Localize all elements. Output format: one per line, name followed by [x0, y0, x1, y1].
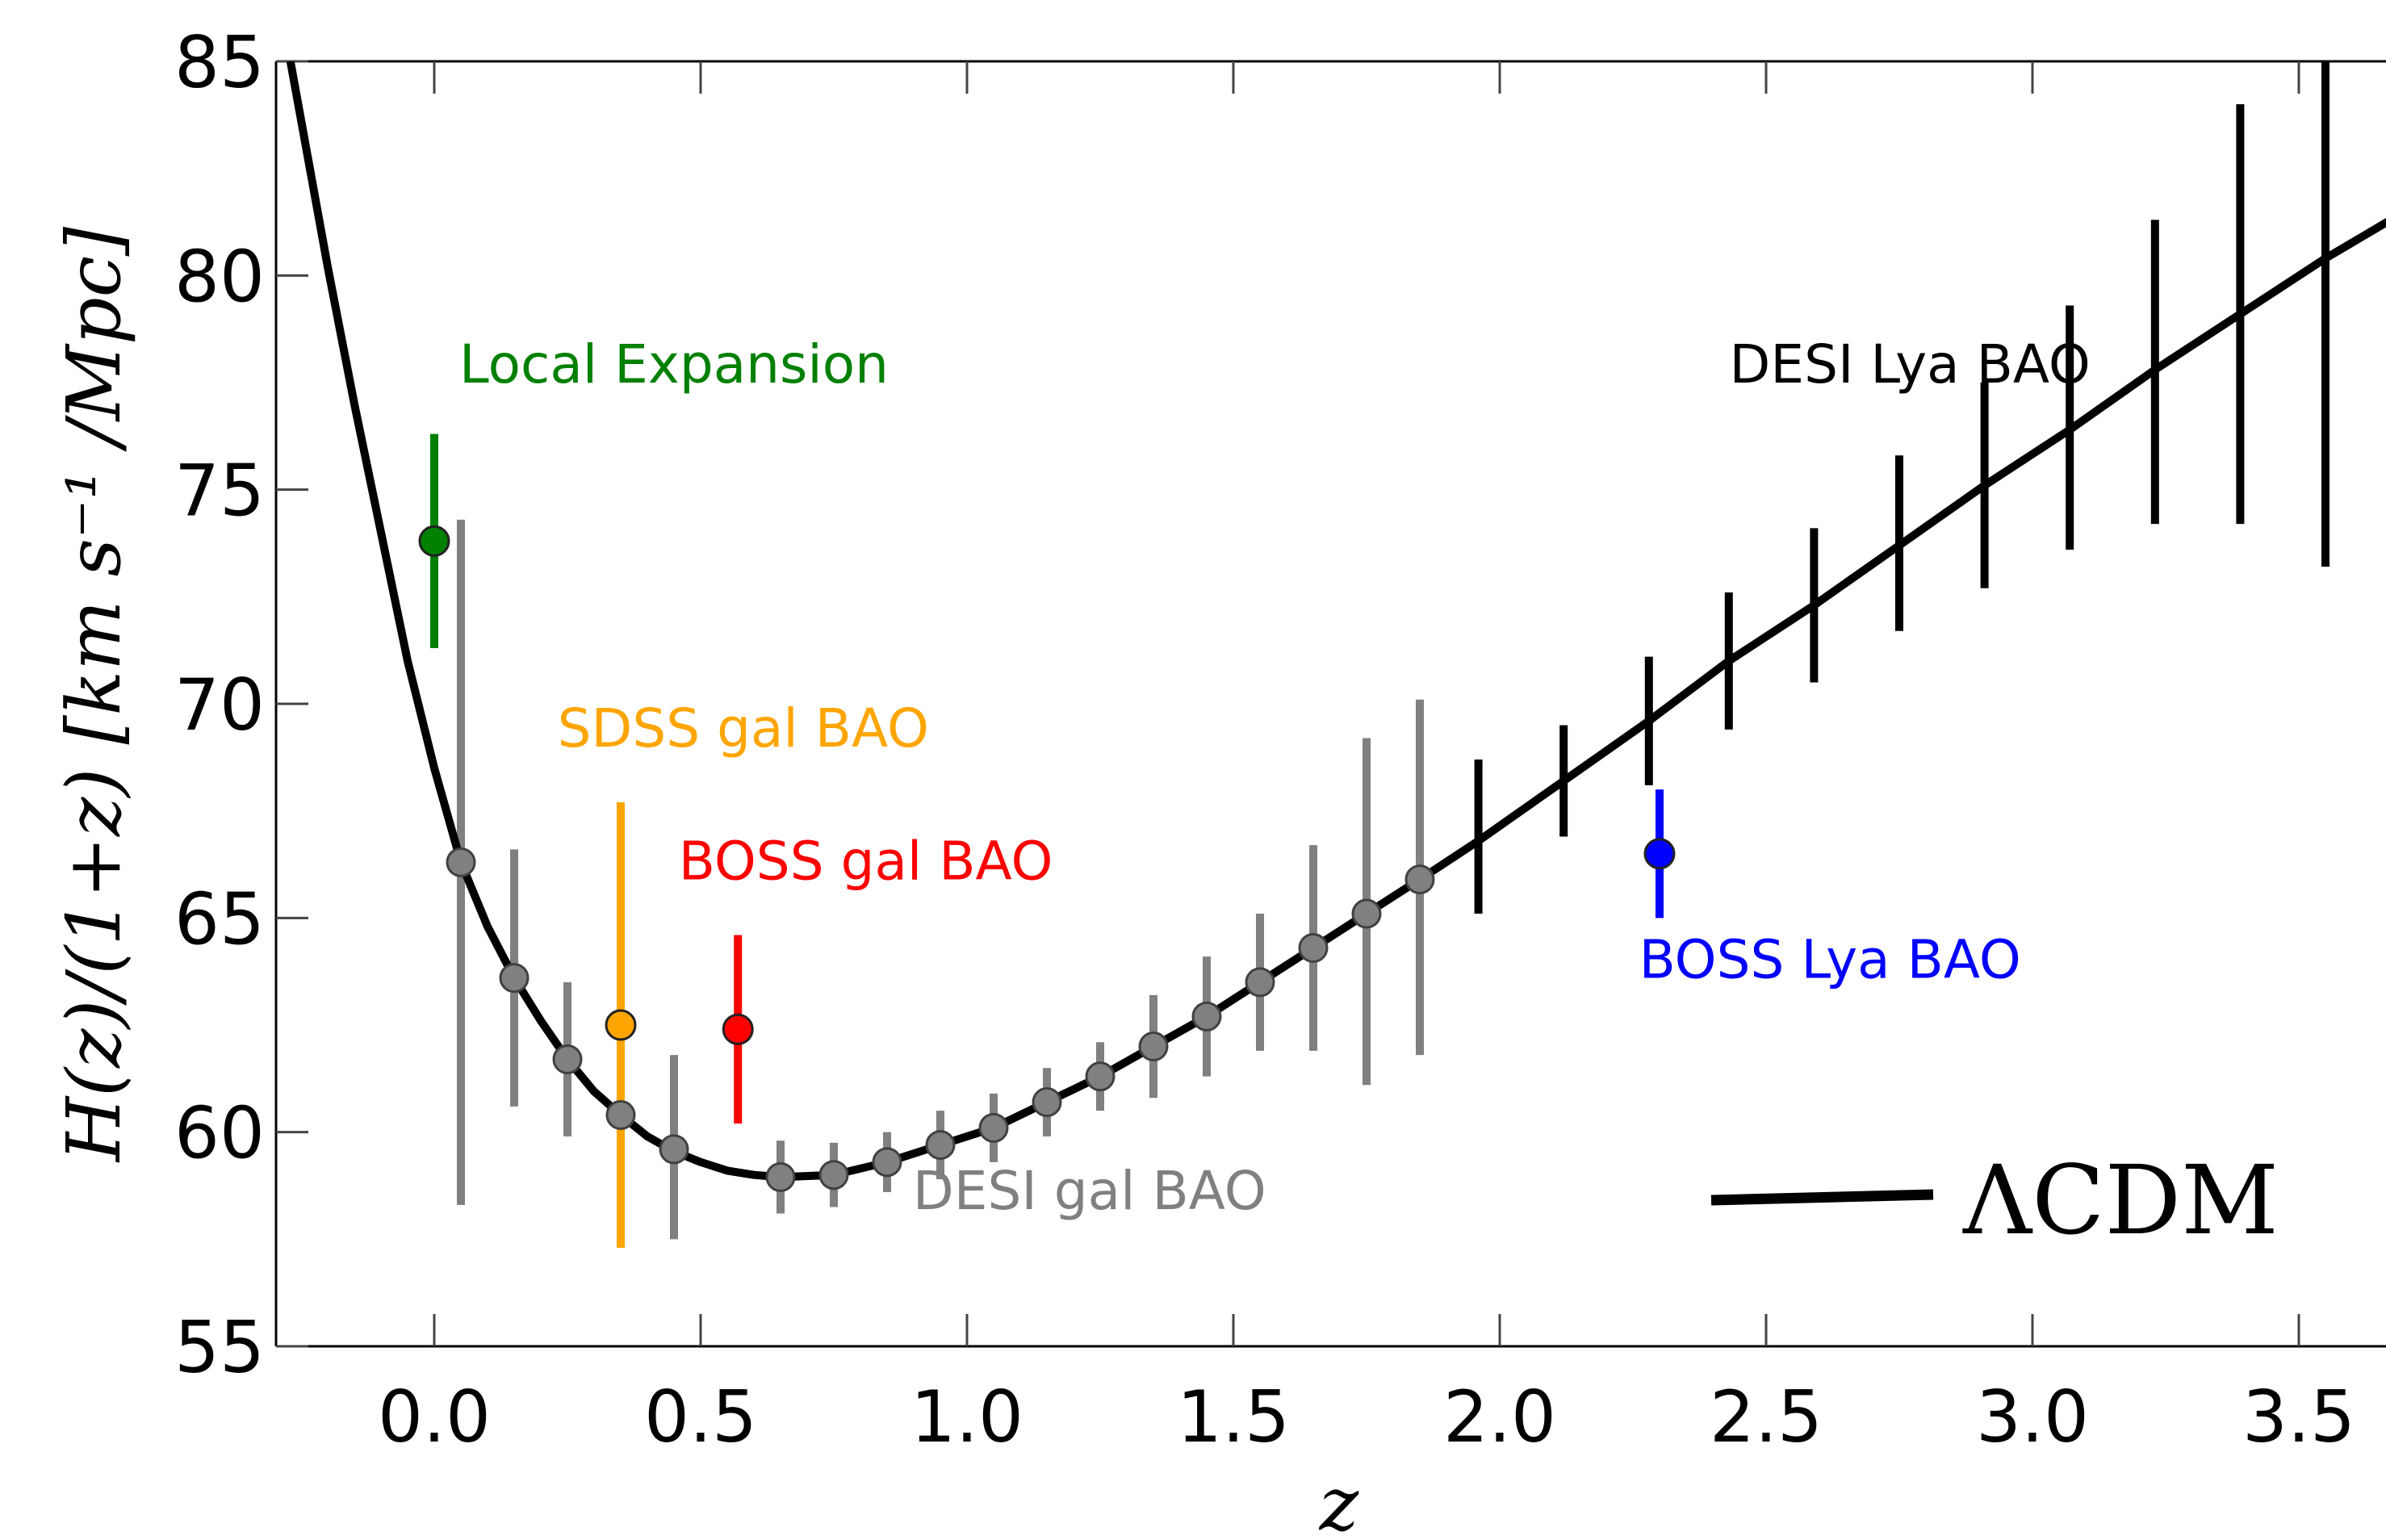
y-tick-label: 85 [174, 21, 265, 104]
x-axis-ticks: 0.0 0.5 1.0 1.5 2.0 2.5 3.0 3.5 [378, 61, 2355, 1458]
desi-gal-bao-point [1032, 1087, 1062, 1118]
x-tick-label: 0.5 [644, 1375, 757, 1458]
legend: ΛCDM [1710, 1145, 2279, 1256]
annotation-boss-gal-bao: BOSS gal BAO [679, 831, 1053, 893]
desi-gal-bao-point [1138, 1032, 1169, 1062]
desi-gal-bao-point [1191, 1001, 1222, 1032]
error-bars [430, 61, 2329, 1248]
desi-gal-bao-point [446, 847, 476, 877]
x-tick-label: 1.5 [1177, 1375, 1290, 1458]
x-axis-label: z [1319, 1461, 1359, 1540]
y-axis-label: H(z)/(1+z) [km s⁻¹ /Mpc] [51, 227, 137, 1163]
x-tick-label: 0.0 [378, 1375, 491, 1458]
desi-gal-bao-point [872, 1147, 902, 1178]
x-tick-label: 2.0 [1443, 1375, 1556, 1458]
legend-line [1710, 1189, 1934, 1206]
desi-gal-bao-point [552, 1044, 583, 1074]
annotation-local-expansion: Local Expansion [459, 333, 889, 395]
desi-gal-bao-point [1298, 932, 1329, 963]
boss-gal-bao-point [722, 1013, 754, 1045]
desi-gal-bao-point [765, 1161, 796, 1192]
lcdm-curve-layer [286, 61, 2386, 1182]
y-tick-label: 65 [174, 877, 265, 960]
local-expansion-point [418, 525, 450, 557]
desi-gal-bao-point [818, 1160, 849, 1191]
x-tick-label: 3.5 [2242, 1375, 2355, 1458]
desi-gal-bao-point [925, 1130, 956, 1161]
annotation-boss-lya-bao: BOSS Lya BAO [1639, 929, 2021, 991]
x-tick-label: 2.5 [1710, 1375, 1823, 1458]
y-tick-label: 70 [174, 663, 265, 747]
y-tick-label: 80 [174, 235, 265, 318]
desi-gal-bao-point [1245, 967, 1275, 998]
annotation-sdss-gal-bao: SDSS gal BAO [558, 697, 929, 760]
y-axis-ticks: 55 60 65 70 75 80 85 [174, 21, 308, 1389]
y-tick-label: 75 [174, 450, 265, 533]
x-tick-label: 1.0 [910, 1375, 1023, 1458]
lcdm-curve [286, 61, 2386, 1182]
desi-gal-bao-point [499, 963, 530, 994]
annotation-desi-gal-bao: DESI gal BAO [913, 1160, 1266, 1222]
annotation-desi-lya-bao: DESI Lya BAO [1730, 333, 2091, 395]
x-tick-label: 3.0 [1976, 1375, 2089, 1458]
desi-gal-bao-point [1085, 1061, 1116, 1092]
annotations: Local Expansion SDSS gal BAO BOSS gal BAO D… [459, 333, 2091, 1222]
desi-gal-bao-point [978, 1112, 1009, 1143]
boss-lya-bao-point [1643, 838, 1676, 870]
desi-gal-bao-point [605, 1099, 636, 1130]
data-markers [418, 525, 1676, 1192]
y-tick-label: 55 [174, 1306, 265, 1389]
desi-gal-bao-point [1404, 864, 1435, 895]
desi-gal-bao-point [1351, 898, 1382, 929]
sdss-gal-bao-point [605, 1009, 637, 1041]
desi-gal-bao-point [659, 1134, 689, 1165]
legend-label: ΛCDM [1962, 1145, 2279, 1256]
plot-area [286, 61, 2386, 1248]
y-tick-label: 60 [174, 1092, 265, 1175]
